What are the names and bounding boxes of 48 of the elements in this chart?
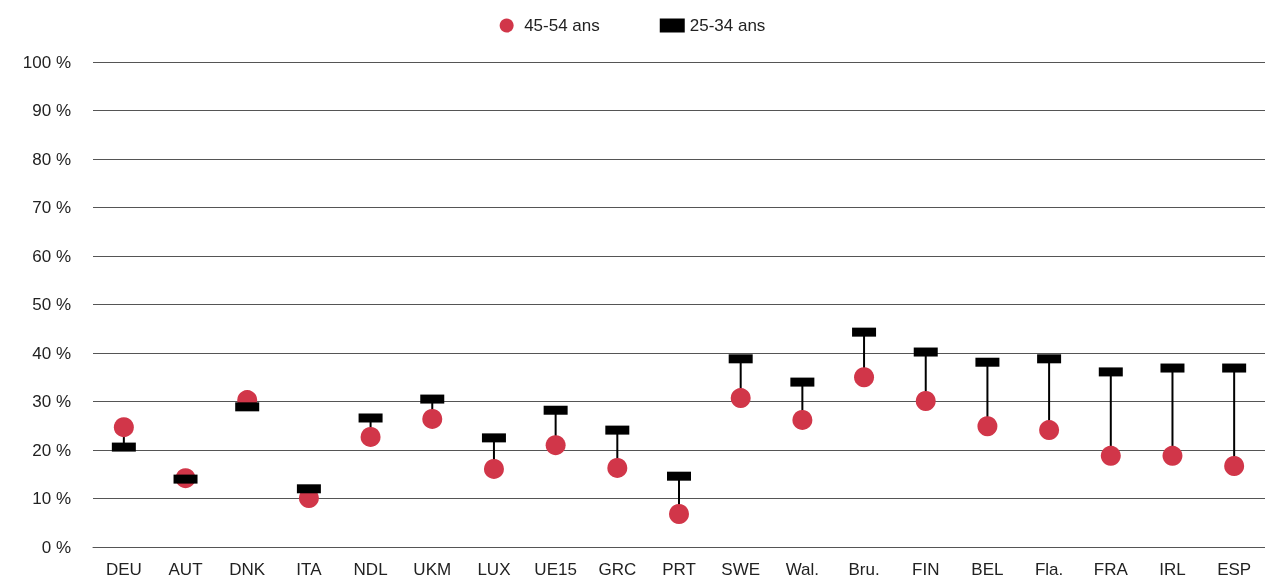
x-tick-label: IRL bbox=[1159, 560, 1186, 579]
y-tick-label: 30 % bbox=[32, 392, 71, 411]
point bbox=[607, 457, 628, 478]
x-tick-label: AUT bbox=[168, 560, 203, 579]
y-tick-label: 80 % bbox=[32, 149, 71, 169]
legend-label: 45-54 ans bbox=[524, 16, 600, 35]
x-tick-label: DNK bbox=[229, 560, 266, 579]
point bbox=[545, 435, 566, 456]
x-tick-label: BEL bbox=[971, 560, 1004, 579]
point bbox=[1224, 456, 1245, 476]
point bbox=[669, 504, 689, 525]
legend-label: 25-34 ans bbox=[689, 16, 766, 35]
point bbox=[977, 416, 998, 437]
x-tick-label: GRC bbox=[598, 560, 637, 579]
y-tick-label: 50 % bbox=[32, 295, 71, 314]
y-tick-label: 60 % bbox=[32, 246, 71, 266]
x-tick-label: SWE bbox=[721, 560, 761, 579]
y-tick-label: 100 % bbox=[22, 52, 71, 72]
x-tick-label: UKM bbox=[413, 560, 452, 579]
x-tick-label: Wal. bbox=[785, 560, 820, 579]
point bbox=[1162, 445, 1183, 466]
point bbox=[1100, 445, 1121, 466]
y-tick-label: 40 % bbox=[32, 343, 71, 363]
point bbox=[792, 409, 813, 430]
x-tick-label: NDL bbox=[353, 560, 388, 579]
y-tick-label: 90 % bbox=[32, 101, 71, 120]
point bbox=[1039, 420, 1060, 441]
point bbox=[854, 367, 875, 388]
x-tick-label: PRT bbox=[662, 560, 696, 579]
point bbox=[483, 458, 504, 479]
y-tick-label: 70 % bbox=[32, 198, 71, 217]
x-tick-label: ESP bbox=[1217, 560, 1252, 579]
y-tick-label: 20 % bbox=[32, 440, 71, 460]
x-tick-label: Fla. bbox=[1034, 560, 1064, 579]
y-tick-label: 10 % bbox=[32, 489, 71, 508]
x-tick-label: DEU bbox=[105, 560, 142, 579]
x-tick-label: FRA bbox=[1093, 560, 1129, 579]
point bbox=[113, 417, 134, 438]
x-tick-label: FIN bbox=[912, 560, 940, 579]
x-tick-label: LUX bbox=[477, 560, 511, 579]
x-tick-label: ITA bbox=[296, 560, 323, 579]
point bbox=[730, 388, 751, 409]
x-tick-label: Bru. bbox=[848, 560, 880, 579]
point bbox=[422, 408, 443, 429]
x-tick-label: UE15 bbox=[534, 560, 577, 579]
y-tick-label: 0 % bbox=[41, 537, 71, 557]
point bbox=[360, 426, 381, 447]
point bbox=[915, 391, 936, 412]
